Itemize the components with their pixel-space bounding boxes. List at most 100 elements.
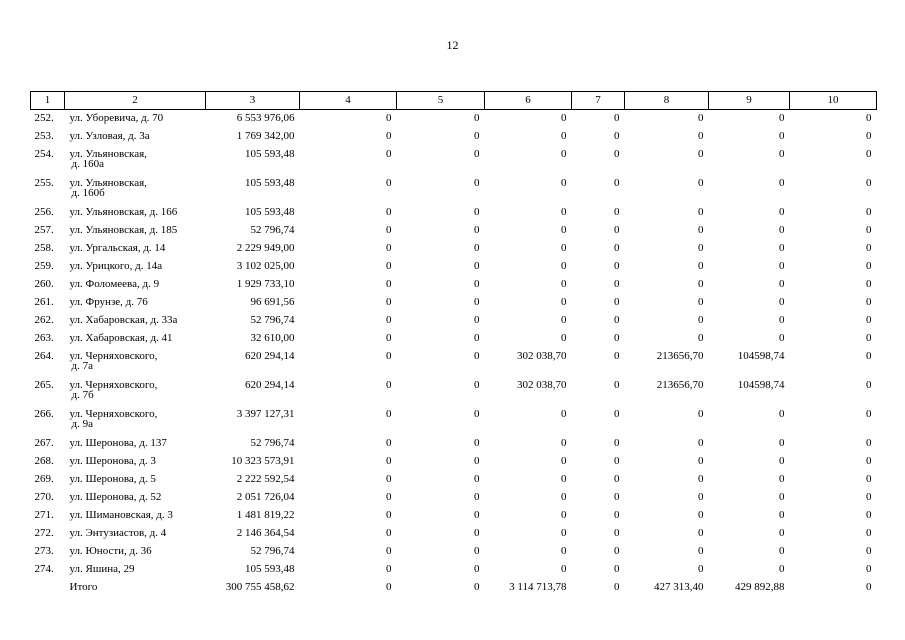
value-cell: 0 bbox=[866, 562, 872, 575]
value-cell: 0 bbox=[561, 205, 567, 218]
value-cell: 2 222 592,54 bbox=[236, 472, 295, 485]
total-value-cell: 429 892,88 bbox=[735, 580, 785, 593]
table-row: 267. ул. Шеронова, д. 137 52 796,74 0 0 0 0 0 0 0 bbox=[31, 435, 877, 453]
address-cell: ул. Ульяновская, д. 160а bbox=[65, 146, 206, 175]
value-cell: 0 bbox=[474, 407, 480, 420]
value-cell: 0 bbox=[866, 331, 872, 344]
address-cell: ул. Фрунзе, д. 76 bbox=[65, 294, 206, 312]
value-cell: 0 bbox=[474, 129, 480, 142]
data-table: 1 2 3 4 5 6 7 8 9 10 252. ул. Уборевича, … bbox=[30, 91, 877, 597]
value-cell: 0 bbox=[561, 407, 567, 420]
address-cell: ул. Уборевича, д. 70 bbox=[65, 110, 206, 128]
table-row: 257. ул. Ульяновская, д. 185 52 796,74 0 0 0 0… bbox=[31, 222, 877, 240]
value-cell: 0 bbox=[779, 259, 785, 272]
table-row: 274. ул. Яшина, 29 105 593,48 0 0 0 0 0 0 0 bbox=[31, 561, 877, 579]
address-line: д. 160б bbox=[71, 186, 105, 199]
value-cell: 0 bbox=[561, 259, 567, 272]
row-number: 272. bbox=[34, 526, 54, 539]
row-number: 259. bbox=[34, 259, 54, 272]
value-cell: 0 bbox=[561, 176, 567, 189]
value-cell: 0 bbox=[614, 454, 620, 467]
address-line: ул. Энтузиастов, д. 4 bbox=[69, 526, 167, 539]
value-cell: 0 bbox=[866, 147, 872, 160]
value-cell: 0 bbox=[614, 205, 620, 218]
table-row: 260. ул. Фоломеева, д. 9 1 929 733,10 0 0 0 0 0… bbox=[31, 276, 877, 294]
address-line: ул. Яшина, 29 bbox=[69, 562, 135, 575]
row-number: 254. bbox=[34, 147, 54, 160]
value-cell: 0 bbox=[698, 454, 704, 467]
table-row: 266. ул. Черняховского, д. 9а 3 397 127,31 0… bbox=[31, 406, 877, 435]
row-number: 261. bbox=[34, 295, 54, 308]
total-value-cell: 3 114 713,78 bbox=[509, 580, 567, 593]
value-cell: 0 bbox=[386, 241, 392, 254]
address-cell: ул. Ульяновская, д. 160б bbox=[65, 175, 206, 204]
value-cell: 0 bbox=[386, 490, 392, 503]
address-line: ул. Шимановская, д. 3 bbox=[69, 508, 173, 521]
total-value-cell: 427 313,40 bbox=[654, 580, 704, 593]
value-cell: 0 bbox=[386, 454, 392, 467]
value-cell: 0 bbox=[386, 407, 392, 420]
value-cell: 0 bbox=[561, 295, 567, 308]
column-header: 3 bbox=[205, 91, 300, 110]
value-cell: 0 bbox=[386, 147, 392, 160]
column-header: 5 bbox=[396, 91, 485, 110]
value-cell: 3 102 025,00 bbox=[236, 259, 295, 272]
value-cell: 0 bbox=[779, 436, 785, 449]
value-cell: 0 bbox=[779, 454, 785, 467]
value-cell: 0 bbox=[614, 295, 620, 308]
table-row: 273. ул. Юности, д. 36 52 796,74 0 0 0 0 0 0 0 bbox=[31, 543, 877, 561]
address-line: ул. Фрунзе, д. 76 bbox=[69, 295, 148, 308]
value-cell: 0 bbox=[386, 349, 392, 362]
value-cell: 0 bbox=[386, 526, 392, 539]
total-value-cell: 0 bbox=[614, 580, 620, 593]
value-cell: 0 bbox=[866, 176, 872, 189]
value-cell: 0 bbox=[779, 313, 785, 326]
value-cell: 0 bbox=[866, 436, 872, 449]
address-line: ул. Уборевича, д. 70 bbox=[69, 112, 164, 124]
value-cell: 0 bbox=[779, 295, 785, 308]
value-cell: 0 bbox=[779, 205, 785, 218]
value-cell: 0 bbox=[866, 205, 872, 218]
address-cell: ул. Фоломеева, д. 9 bbox=[65, 276, 206, 294]
value-cell: 0 bbox=[614, 176, 620, 189]
address-cell: ул. Хабаровская, д. 41 bbox=[65, 330, 206, 348]
value-cell: 0 bbox=[698, 544, 704, 557]
table-row: 270. ул. Шеронова, д. 52 2 051 726,04 0 0 0 0 0… bbox=[31, 489, 877, 507]
value-cell: 0 bbox=[386, 508, 392, 521]
address-cell: ул. Ульяновская, д. 185 bbox=[65, 222, 206, 240]
value-cell: 0 bbox=[866, 349, 872, 362]
value-cell: 3 397 127,31 bbox=[236, 407, 295, 420]
address-cell: ул. Энтузиастов, д. 4 bbox=[65, 525, 206, 543]
value-cell: 0 bbox=[561, 454, 567, 467]
address-line: ул. Фоломеева, д. 9 bbox=[69, 277, 160, 290]
value-cell: 213656,70 bbox=[656, 378, 704, 391]
row-number: 255. bbox=[34, 176, 54, 189]
row-number: 253. bbox=[34, 129, 54, 142]
value-cell: 6 553 976,06 bbox=[236, 112, 295, 124]
value-cell: 1 769 342,00 bbox=[236, 129, 295, 142]
value-cell: 0 bbox=[866, 295, 872, 308]
column-header: 2 bbox=[64, 91, 206, 110]
value-cell: 105 593,48 bbox=[245, 562, 295, 575]
value-cell: 0 bbox=[386, 313, 392, 326]
value-cell: 0 bbox=[614, 223, 620, 236]
address-line: ул. Шеронова, д. 5 bbox=[69, 472, 156, 485]
value-cell: 0 bbox=[561, 472, 567, 485]
row-number: 265. bbox=[34, 378, 54, 391]
value-cell: 0 bbox=[614, 526, 620, 539]
value-cell: 0 bbox=[866, 490, 872, 503]
value-cell: 0 bbox=[698, 147, 704, 160]
value-cell: 0 bbox=[866, 313, 872, 326]
value-cell: 0 bbox=[698, 176, 704, 189]
value-cell: 0 bbox=[866, 259, 872, 272]
value-cell: 0 bbox=[779, 277, 785, 290]
address-cell: ул. Урицкого, д. 14а bbox=[65, 258, 206, 276]
value-cell: 0 bbox=[614, 241, 620, 254]
value-cell: 0 bbox=[614, 562, 620, 575]
value-cell: 0 bbox=[561, 277, 567, 290]
value-cell: 0 bbox=[698, 112, 704, 124]
value-cell: 32 610,00 bbox=[250, 331, 295, 344]
table-row: 254. ул. Ульяновская, д. 160а 105 593,48 0 0 0… bbox=[31, 146, 877, 175]
value-cell: 1 481 819,22 bbox=[236, 508, 295, 521]
address-cell: ул. Черняховского, д. 7б bbox=[65, 377, 206, 406]
